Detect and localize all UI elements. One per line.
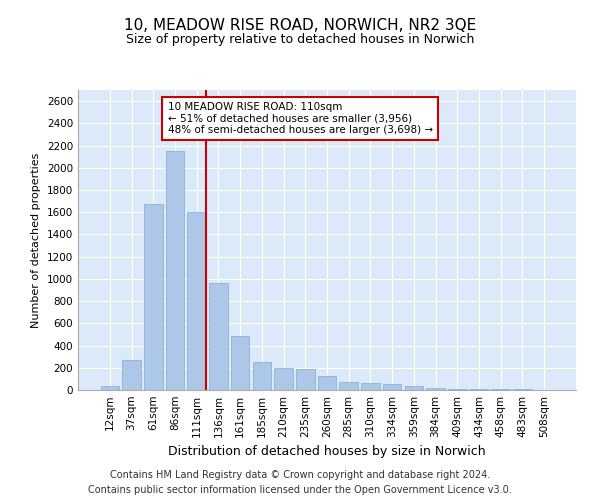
Text: 10 MEADOW RISE ROAD: 110sqm
← 51% of detached houses are smaller (3,956)
48% of : 10 MEADOW RISE ROAD: 110sqm ← 51% of det…: [167, 102, 433, 135]
Bar: [318, 376, 336, 390]
Bar: [296, 369, 314, 390]
Bar: [166, 151, 184, 390]
Bar: [187, 212, 206, 390]
Bar: [274, 368, 293, 390]
Bar: [340, 382, 358, 390]
Bar: [144, 204, 163, 390]
Bar: [491, 389, 510, 390]
X-axis label: Distribution of detached houses by size in Norwich: Distribution of detached houses by size …: [168, 446, 486, 458]
Bar: [122, 360, 141, 390]
Bar: [448, 389, 467, 390]
Text: Contains public sector information licensed under the Open Government Licence v3: Contains public sector information licen…: [88, 485, 512, 495]
Bar: [383, 384, 401, 390]
Text: Contains HM Land Registry data © Crown copyright and database right 2024.: Contains HM Land Registry data © Crown c…: [110, 470, 490, 480]
Bar: [231, 336, 250, 390]
Bar: [209, 284, 227, 390]
Bar: [361, 384, 380, 390]
Y-axis label: Number of detached properties: Number of detached properties: [31, 152, 41, 328]
Bar: [253, 362, 271, 390]
Text: Size of property relative to detached houses in Norwich: Size of property relative to detached ho…: [126, 32, 474, 46]
Bar: [404, 386, 423, 390]
Bar: [427, 388, 445, 390]
Text: 10, MEADOW RISE ROAD, NORWICH, NR2 3QE: 10, MEADOW RISE ROAD, NORWICH, NR2 3QE: [124, 18, 476, 32]
Bar: [101, 386, 119, 390]
